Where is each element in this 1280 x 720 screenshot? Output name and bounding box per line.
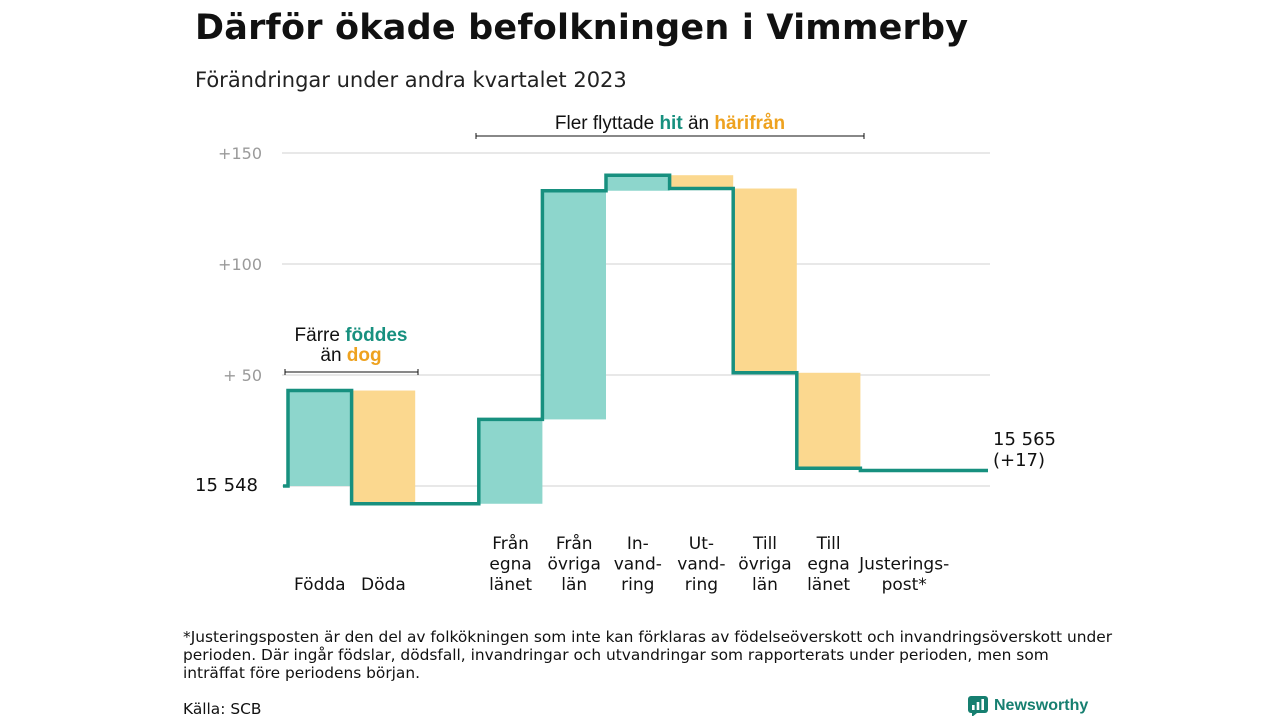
migration-annotation-hit: hit [659, 113, 683, 134]
category-label: egna [489, 555, 531, 575]
migration-annotation-away: härifrån [714, 113, 786, 134]
migration-annotation-mid: än [687, 113, 710, 134]
end-value-label: (+17) [993, 450, 1045, 471]
category-label: Födda [294, 575, 346, 595]
bar-5 [606, 175, 670, 191]
logo-text: Newsworthy [994, 697, 1089, 714]
category-label: post* [882, 575, 927, 595]
births-annotation-mid: än [320, 345, 342, 366]
category-label: övriga [738, 555, 791, 575]
start-value-label: 15 548 [195, 475, 258, 496]
footnote: *Justeringsposten är den del av folkökni… [183, 628, 1113, 682]
births-annotation-born: föddes [345, 325, 408, 346]
bar-7 [733, 188, 797, 373]
category-label: Från [492, 533, 529, 554]
running-total-line [283, 173, 988, 506]
category-label: vand- [614, 555, 662, 575]
births-annotation: Färre föddes än dog [256, 326, 446, 366]
category-label: län [752, 575, 778, 595]
category-label: In- [627, 534, 649, 554]
chart-subtitle: Förändringar under andra kvartalet 2023 [195, 68, 627, 92]
y-tick-label: +100 [218, 255, 262, 274]
bar-4 [542, 190, 606, 420]
category-label: Från [556, 533, 593, 554]
category-label: vand- [677, 555, 725, 575]
bar-6 [669, 175, 734, 189]
end-value-label: 15 565 [993, 429, 1056, 450]
category-label: Ut- [689, 534, 714, 554]
bar-chart-logo-icon [968, 696, 988, 716]
births-annotation-dead: dog [346, 345, 382, 366]
category-label: ring [685, 575, 718, 595]
category-label: övriga [548, 555, 601, 575]
migration-annotation-pre: Fler flyttade [554, 113, 655, 134]
bar-3 [478, 419, 543, 504]
category-label: Till [816, 534, 841, 554]
category-label: Döda [361, 575, 406, 595]
bar-8 [796, 372, 861, 469]
category-label: Till [752, 534, 777, 554]
births-annotation-pre: Färre [294, 325, 340, 346]
bar-0 [288, 390, 352, 486]
source-label: Källa: SCB [183, 700, 262, 718]
y-tick-label: + 50 [223, 366, 262, 385]
category-label: ring [621, 575, 654, 595]
category-label: egna [807, 555, 849, 575]
category-label: länet [489, 575, 532, 595]
category-label: Justerings- [858, 555, 949, 575]
bar-1 [351, 390, 416, 504]
category-label: länet [807, 575, 850, 595]
chart-title: Därför ökade befolkningen i Vimmerby [195, 8, 969, 48]
migration-annotation: Fler flyttade hit än härifrån [476, 114, 864, 134]
newsworthy-logo: Newsworthy [968, 696, 1088, 716]
category-label: län [561, 575, 587, 595]
y-tick-label: +150 [218, 144, 262, 163]
